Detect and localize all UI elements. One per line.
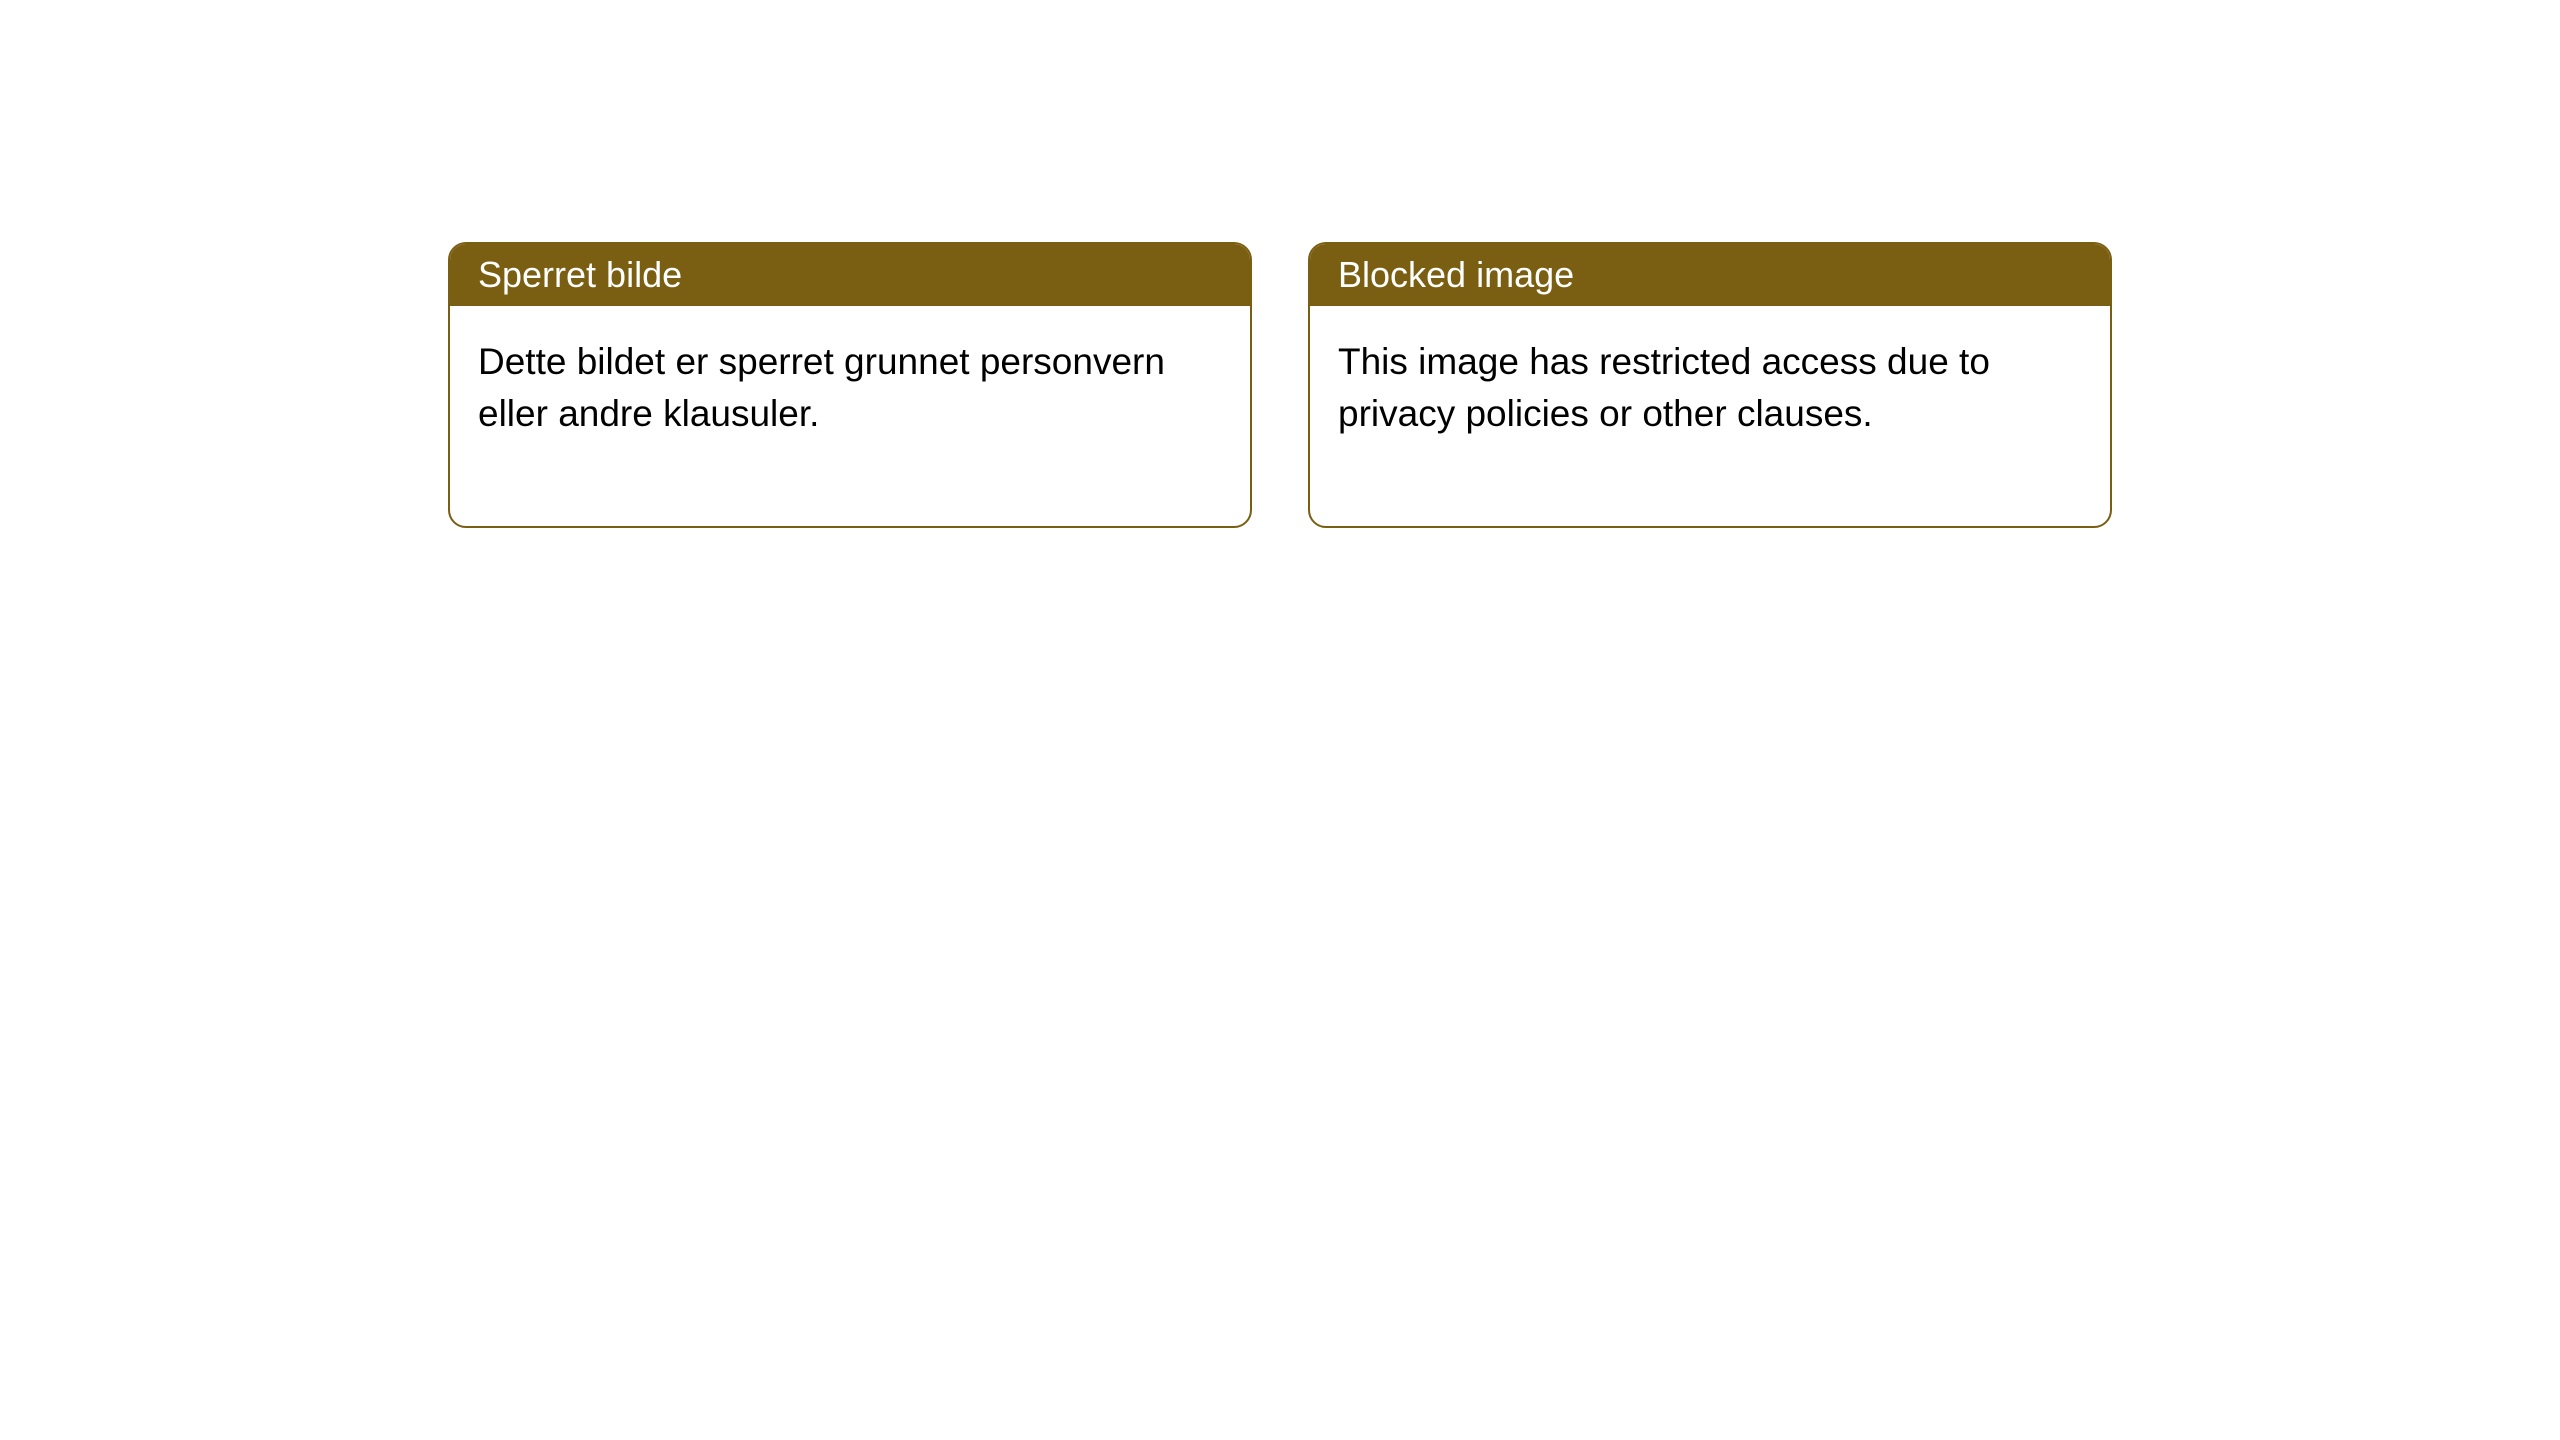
notice-title: Sperret bilde <box>478 254 682 295</box>
notice-title: Blocked image <box>1338 254 1574 295</box>
notice-box-norwegian: Sperret bilde Dette bildet er sperret gr… <box>448 242 1252 528</box>
notice-text: This image has restricted access due to … <box>1338 341 1990 434</box>
notice-container: Sperret bilde Dette bildet er sperret gr… <box>0 0 2560 528</box>
notice-text: Dette bildet er sperret grunnet personve… <box>478 341 1165 434</box>
notice-header: Sperret bilde <box>450 244 1250 306</box>
notice-header: Blocked image <box>1310 244 2110 306</box>
notice-box-english: Blocked image This image has restricted … <box>1308 242 2112 528</box>
notice-body: This image has restricted access due to … <box>1310 306 2110 526</box>
notice-body: Dette bildet er sperret grunnet personve… <box>450 306 1250 526</box>
